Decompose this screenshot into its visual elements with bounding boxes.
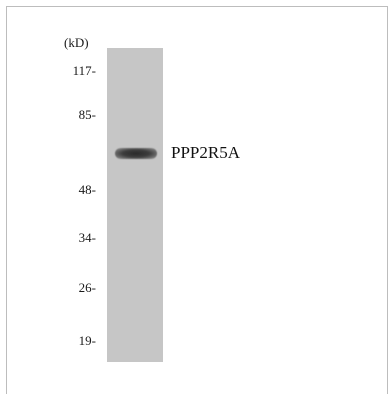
marker-34: 34- [78,230,96,245]
unit-label: (kD) [64,35,89,50]
band-label: PPP2R5A [171,143,240,162]
blot-lane [107,48,163,362]
protein-band [115,148,157,159]
figure-frame [6,6,388,394]
marker-48: 48- [78,182,96,197]
marker-26: 26- [78,280,96,295]
marker-19: 19- [78,333,96,348]
marker-85: 85- [78,107,96,122]
marker-117: 117- [72,63,96,78]
